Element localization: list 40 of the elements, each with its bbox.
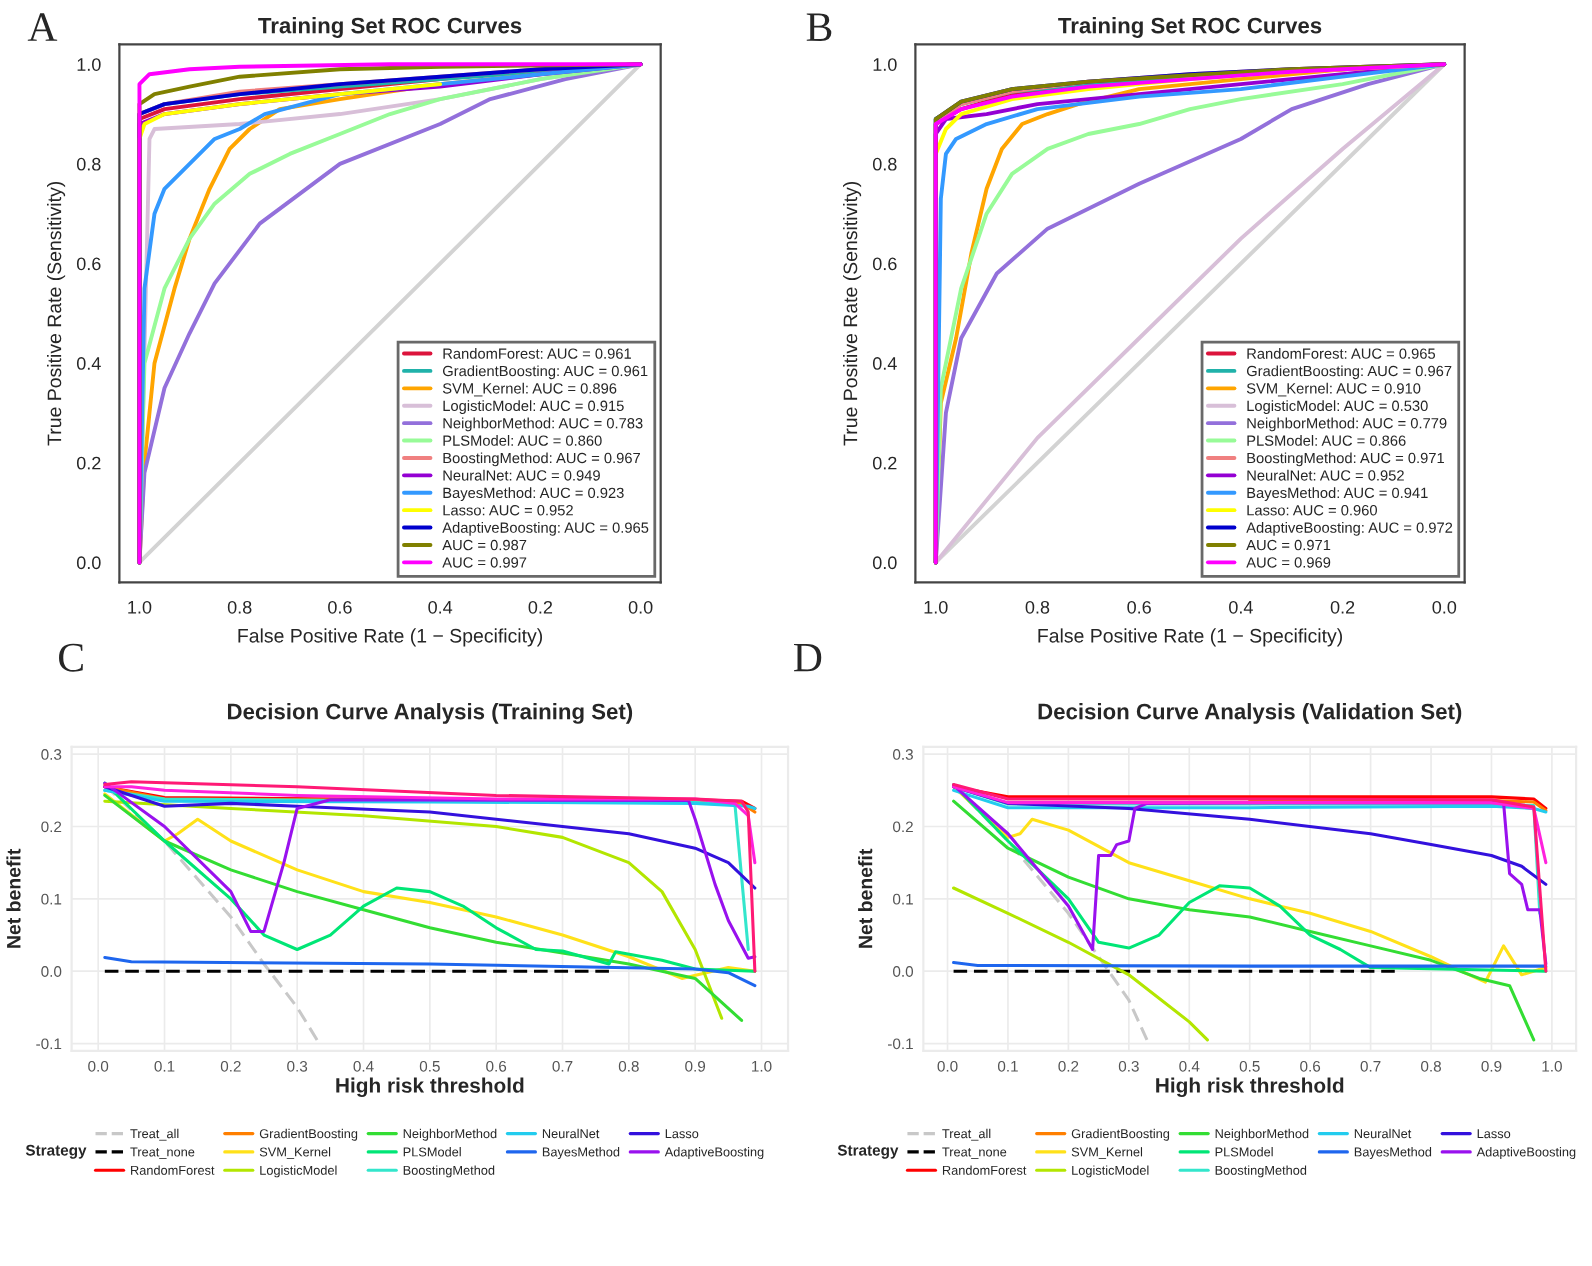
x-tick-label: 0.2 bbox=[528, 600, 553, 614]
y-axis-title: True Positive Rate (Sensitivity) bbox=[843, 181, 862, 446]
y-tick-label: 0.8 bbox=[76, 157, 101, 171]
x-tick-label: 0.6 bbox=[328, 600, 352, 614]
y-tick-label: 0.0 bbox=[872, 556, 897, 570]
x-tick-label: 0.8 bbox=[1025, 600, 1050, 614]
x-axis-title: False Positive Rate (1 − Specificity) bbox=[1038, 628, 1342, 647]
x-axis-title: High risk threshold bbox=[336, 1077, 524, 1098]
y-axis-title: Net benefit bbox=[858, 848, 873, 948]
y-tick-label: 0.2 bbox=[872, 456, 897, 470]
x-tick-label: 1.0 bbox=[128, 600, 152, 614]
y-tick-label: 0.4 bbox=[872, 357, 897, 370]
chart-title: Decision Curve Analysis (Training Set) bbox=[227, 703, 633, 724]
chart-title: Training Set ROC Curves bbox=[1058, 17, 1322, 38]
y-axis-title: Net benefit bbox=[6, 848, 21, 948]
y-tick-label: 0.2 bbox=[76, 456, 101, 470]
y-tick-label: 1.0 bbox=[873, 58, 897, 71]
x-tick-label: 0.8 bbox=[227, 600, 252, 614]
chart-title: Training Set ROC Curves bbox=[258, 17, 522, 38]
x-tick-label: 0.0 bbox=[1432, 600, 1457, 614]
text: A bbox=[27, 13, 58, 41]
x-tick-label: 0.4 bbox=[1229, 600, 1253, 614]
y-tick-label: 0.6 bbox=[872, 257, 897, 271]
x-tick-label: 0.0 bbox=[628, 600, 653, 614]
y-axis-title: True Positive Rate (Sensitivity) bbox=[47, 181, 66, 446]
x-tick-label: 0.6 bbox=[1127, 600, 1151, 614]
text: D bbox=[794, 643, 822, 672]
y-tick-label: 1.0 bbox=[77, 58, 101, 71]
y-tick-label: 0.4 bbox=[76, 357, 101, 370]
x-axis-title: False Positive Rate (1 − Specificity) bbox=[238, 628, 543, 647]
chart-title: Decision Curve Analysis (Validation Set) bbox=[1038, 703, 1462, 724]
text: C bbox=[59, 643, 83, 672]
y-tick-label: 0.6 bbox=[76, 257, 101, 271]
text: B bbox=[806, 13, 832, 41]
x-tick-label: 0.4 bbox=[428, 600, 453, 614]
y-tick-label: 0.8 bbox=[872, 157, 897, 171]
x-tick-label: 1.0 bbox=[924, 600, 948, 614]
y-tick-label: 0.0 bbox=[76, 556, 101, 570]
x-tick-label: 0.2 bbox=[1330, 600, 1355, 614]
x-axis-title: High risk threshold bbox=[1156, 1077, 1344, 1098]
